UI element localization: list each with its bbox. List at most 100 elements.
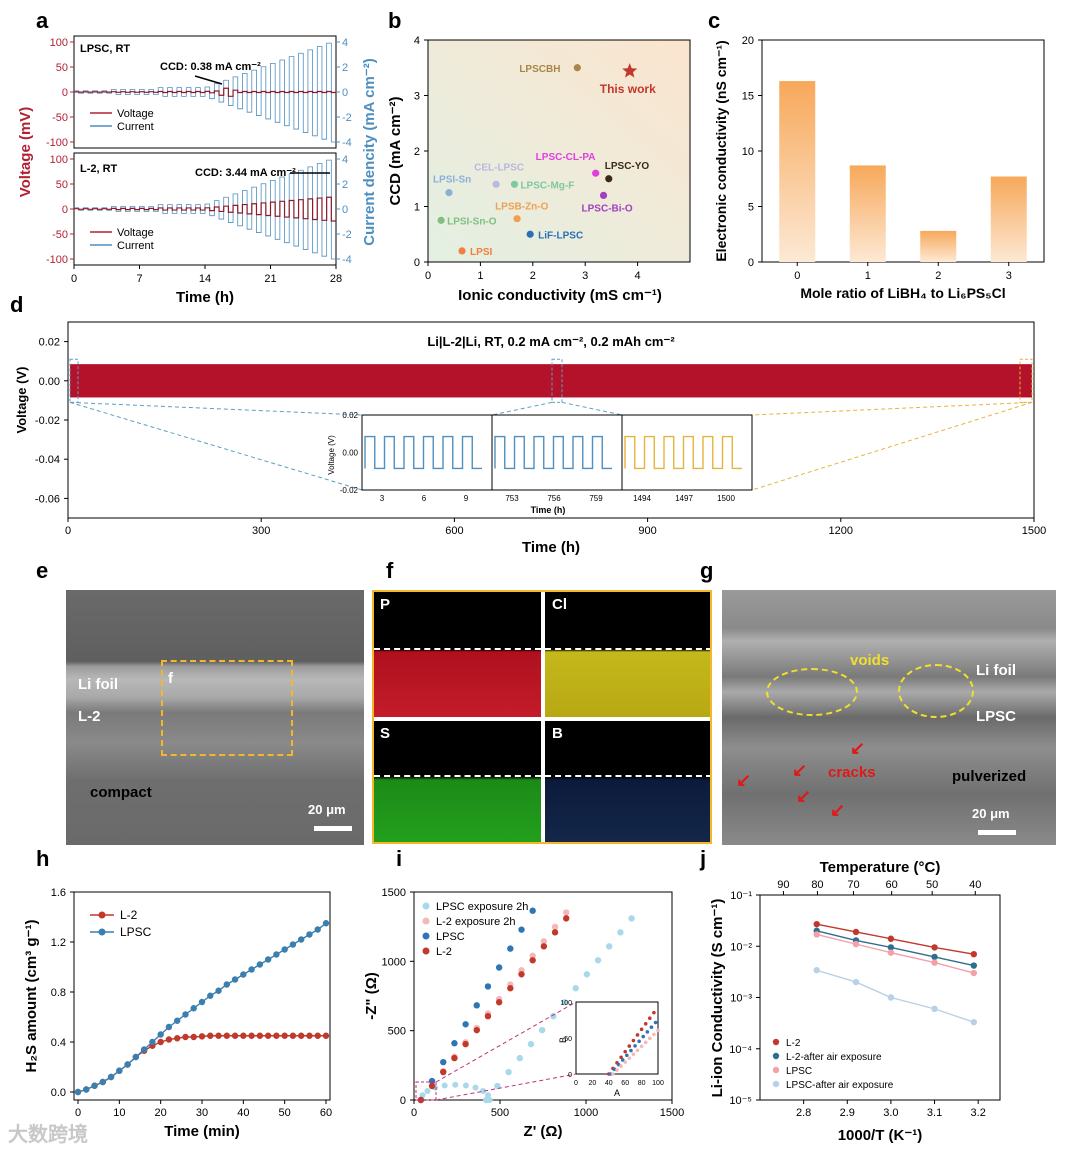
panel-c-x-tick-label: 0 [794,270,800,282]
panel-i-inset-y-tick-label: 100 [560,1000,572,1007]
panel-d-inset-x-tick-label: 3 [380,494,385,503]
panel-i-point-l-2-exposure-2h [529,952,536,959]
panel-e-sample: L-2 [78,708,101,725]
panel-i-inset-point [608,1072,613,1076]
panel-a-bottom-tag: L-2, RT [80,163,118,175]
panel-i-point-lpsc-exposure-2h [572,985,579,992]
panel-i-inset-ylabel: B [558,1037,568,1043]
panel-h-point-lpsc [132,1053,140,1061]
panel-i-inset-point [619,1064,623,1068]
panel-g-sem-image: voids Li foil LPSC cracks pulverized ↙ ↙… [722,590,1056,845]
panel-d-zoom-guide [561,401,623,416]
panel-i-inset-y-tick-label: 50 [564,1036,572,1043]
panel-i-inset-x-tick-label: 80 [638,1080,646,1087]
panel-i-point-lpsc [507,945,514,952]
panel-j-point-lpsc [970,969,978,977]
panel-h-legend-label: L-2 [120,908,138,922]
panel-d-x-tick-label: 1500 [1022,525,1046,537]
panel-h-point-lpsc [256,961,264,968]
panel-d-x-tick-label: 300 [252,525,270,537]
panel-c-xlabel: Mole ratio of LiBH₄ to Li₆PS₅Cl [800,285,1005,301]
panel-i-point-l-2 [540,943,548,950]
panel-h-point-lpsc [306,931,313,938]
panel-d-zoom-guide [69,401,363,416]
panel-g-pulverized: pulverized [952,768,1027,785]
panel-i-legend-marker [422,947,430,955]
panel-a-top-left-tick-label: 100 [50,37,68,49]
panel-j-point-l-2-after-air-exposure [931,953,938,961]
panel-i-inset-point [649,1025,654,1029]
panel-f-element-cl: Cl [552,596,567,613]
panel-i-y-tick-label: 1000 [382,956,406,968]
panel-i-point-lpsc [529,907,536,914]
panel-h-x-tick-label: 20 [155,1107,167,1119]
panel-i-inset-x-tick-label: 100 [652,1080,664,1087]
panel-h-point-l-2 [298,1032,305,1039]
panel-c: 0 5 10 15 20 0 1 2 3 Mole ratio of LiBH₄ to Li₆P… [713,35,1045,301]
panel-a: LPSC, RT CCD: 0.38 mA cm⁻² L-2, RT CCD: … [17,35,378,306]
panel-h-point-l-2 [174,1035,181,1042]
panel-i-zoom-box [415,1081,437,1101]
panel-j-line-l-2 [816,923,974,955]
panel-b-x-tick-label: 0 [425,270,431,282]
panel-f-interface-line-top [374,648,710,650]
panel-j-label: j [699,846,706,871]
panel-h-point-lpsc [116,1067,123,1074]
panel-d-inset-trace [364,435,482,470]
panel-d-zoom-guide [69,401,363,491]
panel-j-point-lpsc-after-air-exposure [887,994,895,1001]
panel-h-point-l-2 [207,1032,214,1039]
panel-c-y-tick-label: 10 [742,146,754,158]
panel-i-point-l-2 [473,1026,480,1034]
panel-h-y-tick-label: 1.2 [51,937,66,949]
panel-b-y-tick-label: 2 [414,146,420,158]
panel-h-point-lpsc [198,998,206,1006]
panel-h-point-l-2 [281,1032,288,1039]
panel-h-point-lpsc [74,1088,82,1096]
panel-d-y-tick-label: 0.02 [39,337,60,349]
panel-i-point-lpsc [440,1058,447,1066]
panel-i-legend-marker [422,917,430,925]
panel-h-point-l-2 [190,1033,197,1041]
panel-j-y-tick-label: 10⁻³ [730,993,752,1005]
panel-d-inset-x-tick-label: 1500 [717,494,735,503]
panel-i-inset-point [625,1053,629,1058]
panel-e-zoom-box [161,660,293,756]
panel-i-inset-point [627,1056,632,1060]
panel-h-legend-marker [98,911,106,919]
panel-d-inset-trace [494,435,612,470]
panel-i-point-lpsc-exposure-2h [527,1040,535,1048]
panel-j-point-lpsc-after-air-exposure [852,978,860,986]
panel-c-ylabel: Electronic conductivity (nS cm⁻¹) [713,40,729,261]
panel-i-point-l-2-exposure-2h [563,909,570,916]
panel-h-plot: 0 10 20 30 40 50 60 0.0 0.4 0.8 1.2 1.6 L-2 LPSC [51,887,332,1119]
panel-i-inset-point [627,1044,632,1048]
panel-i-point-l-2 [507,985,514,992]
panel-b-point-cel-lpsc [492,180,500,188]
panel-b-label-lif-lpsc: LiF-LPSC [538,230,583,241]
panel-b-label-lpsi: LPSI [470,247,492,258]
panel-g-crack-arrow-icon: ↙ [796,786,812,806]
panel-i-point-l-2 [518,971,525,978]
panel-h-y-tick-label: 0.8 [51,987,66,999]
panel-g-crack-arrow-icon: ↙ [830,800,846,820]
panel-i-point-lpsc [495,964,503,971]
panel-j-point-lpsc [931,959,938,966]
panel-a-bottom-right-tick-label: -4 [342,254,352,266]
panel-i-point-l-2 [462,1040,469,1048]
panel-h-point-lpsc [215,987,222,994]
panel-b-label-this-work: This work [600,82,656,96]
panel-i-point-l-2 [551,929,559,936]
panel-b-y-tick-label: 0 [414,257,420,269]
panel-e-box-label: f [168,670,173,687]
panel-b-y-tick-label: 3 [414,91,420,103]
panel-d-zoom-box-3 [1019,358,1033,403]
panel-h-point-lpsc [83,1086,90,1093]
panel-i-point-l-2-exposure-2h [551,923,559,931]
panel-h-point-lpsc [124,1061,131,1068]
panel-h-point-l-2 [314,1032,321,1039]
panel-a-bottom-left-tick-label: -50 [52,229,68,241]
panel-i-point-lpsc-exposure-2h [472,1084,479,1091]
